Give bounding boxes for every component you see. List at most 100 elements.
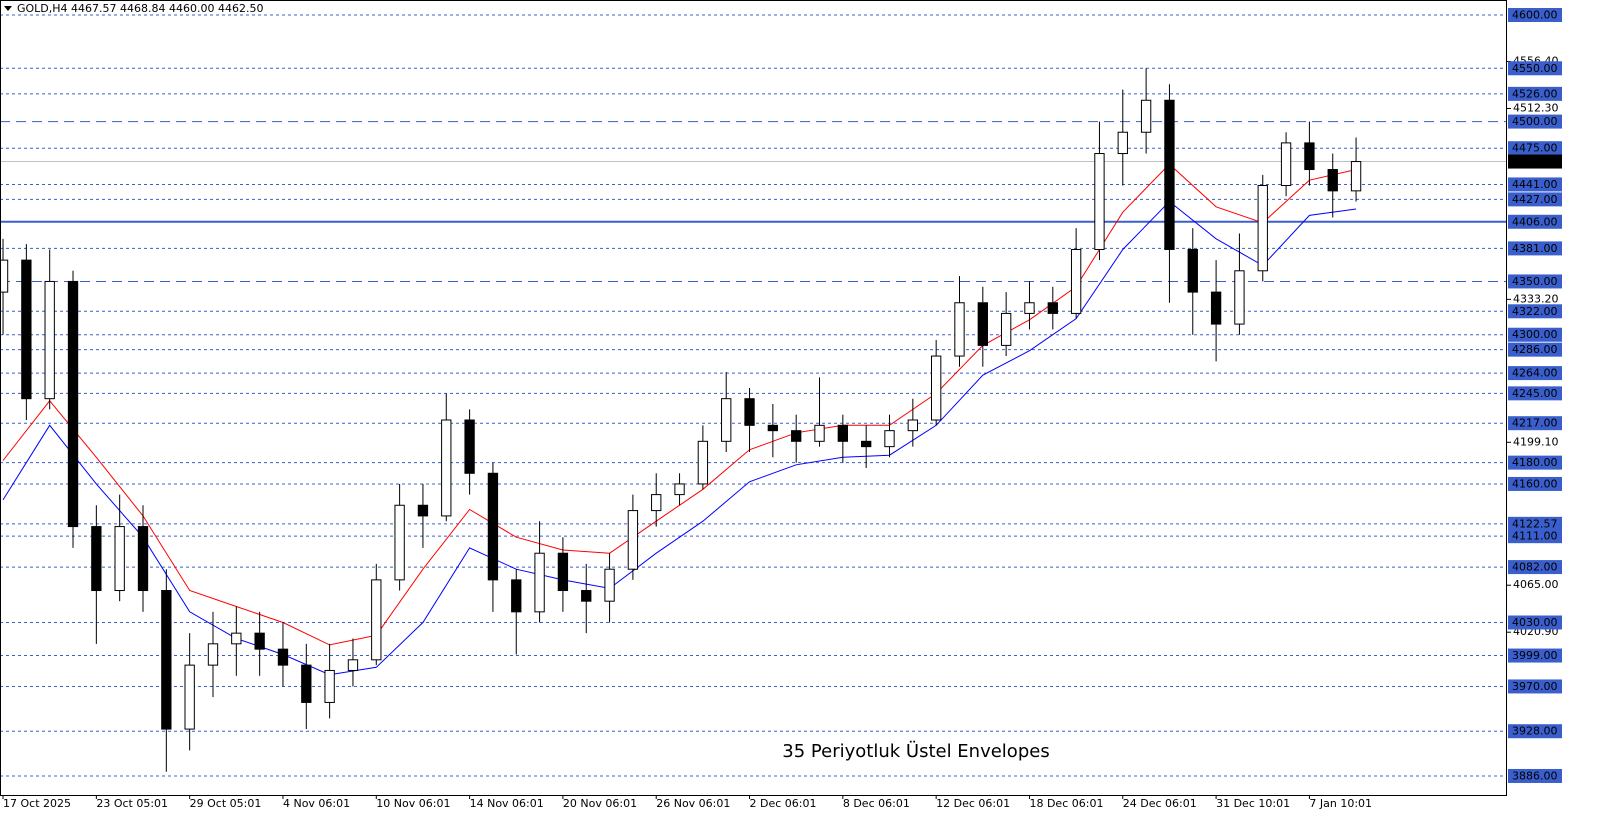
level-label: 4111.00 — [1512, 530, 1558, 543]
candle-body — [1000, 312, 1012, 346]
candle-body — [277, 648, 289, 666]
candle-body — [207, 643, 219, 666]
x-tick-label: 7 Jan 10:01 — [1309, 797, 1372, 810]
candle-body — [837, 424, 849, 442]
candle-body — [534, 552, 545, 613]
candle-body — [324, 669, 335, 703]
chart-title: GOLD,H4 4467.57 4468.84 4460.00 4462.50 — [17, 2, 264, 15]
level-label: 4427.00 — [1512, 193, 1558, 206]
candle-body — [371, 579, 382, 661]
level-label-box — [1508, 177, 1562, 192]
menu-triangle[interactable] — [4, 6, 12, 11]
y-tick-label: 4065.00 — [1513, 578, 1559, 591]
candle-body — [767, 424, 779, 432]
level-label-box — [1508, 327, 1562, 342]
candle-body — [1140, 99, 1152, 133]
level-label: 3886.00 — [1512, 769, 1558, 782]
level-label: 4160.00 — [1512, 477, 1558, 490]
level-label-box — [1508, 648, 1562, 663]
x-tick-label: 12 Dec 06:01 — [936, 797, 1010, 810]
level-label: 4082.00 — [1512, 561, 1558, 574]
candle-body — [674, 483, 685, 496]
level-label: 4245.00 — [1512, 387, 1558, 400]
x-tick-label: 4 Nov 06:01 — [283, 797, 350, 810]
candle-body — [1024, 302, 1035, 314]
level-label-box — [1508, 516, 1562, 531]
candle-body — [581, 590, 592, 602]
level-label: 4441.00 — [1512, 178, 1558, 191]
candle-body — [1234, 270, 1245, 325]
candle-body — [347, 659, 359, 671]
level-label-box — [1508, 679, 1562, 694]
level-label-box — [1508, 455, 1562, 470]
candle-body — [0, 259, 9, 293]
candle-body — [67, 280, 79, 528]
candle-body — [884, 430, 895, 448]
level-label: 4300.00 — [1512, 328, 1558, 341]
y-tick-label: 4333.20 — [1513, 292, 1559, 305]
level-label-box — [1508, 241, 1562, 256]
candle-body — [1304, 142, 1315, 171]
x-tick-label: 24 Dec 06:01 — [1123, 797, 1197, 810]
x-tick-label: 14 Nov 06:01 — [470, 797, 544, 810]
level-label: 4406.00 — [1512, 215, 1558, 228]
annotation: 35 Periyotluk Üstel Envelopes — [782, 740, 1049, 762]
x-tick-label: 17 Oct 2025 — [3, 797, 71, 810]
candle-body — [977, 302, 988, 346]
candle-body — [604, 568, 615, 602]
candle-body — [954, 302, 965, 357]
level-label: 4286.00 — [1512, 343, 1558, 356]
level-label-box — [1508, 86, 1562, 101]
level-label-box — [1508, 768, 1562, 783]
level-label: 4264.00 — [1512, 367, 1558, 380]
candle-body — [861, 440, 872, 448]
candle-body — [1117, 131, 1128, 155]
x-tick-label: 20 Nov 06:01 — [563, 797, 637, 810]
level-label: 4475.00 — [1512, 142, 1558, 155]
last-price-label: 4462.50 — [1512, 155, 1558, 168]
x-tick-label: 26 Nov 06:01 — [656, 797, 730, 810]
candle-body — [721, 398, 732, 442]
candle-body — [1094, 153, 1105, 250]
candle-body — [441, 419, 452, 517]
candle-body — [1070, 248, 1082, 314]
candle-body — [137, 526, 149, 592]
plot-frame — [0, 0, 1507, 796]
candle-body — [907, 419, 918, 432]
candle-body — [1210, 291, 1222, 325]
candle-body — [651, 494, 662, 512]
candle-body — [301, 664, 312, 703]
candle-body — [1187, 248, 1198, 293]
candle-body — [231, 632, 242, 645]
candle-body — [1280, 142, 1292, 187]
level-label: 4600.00 — [1512, 8, 1558, 21]
level-label-box — [1508, 529, 1562, 544]
level-label-box — [1508, 416, 1562, 431]
candle-body — [930, 355, 942, 421]
candle-body — [1257, 185, 1268, 272]
x-tick-label: 2 Dec 06:01 — [750, 797, 817, 810]
candle-body — [697, 440, 709, 485]
candle-body — [91, 526, 102, 592]
level-label-box — [1508, 476, 1562, 491]
candle-body — [627, 510, 639, 570]
price-axis: 4556.404512.304333.204199.104065.004020.… — [2, 7, 1562, 810]
level-label-box — [1508, 141, 1562, 156]
level-label: 4381.00 — [1512, 242, 1558, 255]
level-label-box — [1508, 214, 1562, 229]
level-label: 4350.00 — [1512, 275, 1558, 288]
level-label: 4322.00 — [1512, 305, 1558, 318]
y-tick-label: 4199.10 — [1513, 435, 1559, 448]
candle-body — [1047, 302, 1058, 314]
last-price-box — [1508, 154, 1562, 169]
candle-body — [464, 419, 475, 474]
candle-body — [161, 590, 172, 730]
level-label-box — [1508, 560, 1562, 575]
candle-body — [557, 552, 569, 592]
candle-body — [21, 259, 32, 400]
candle-body — [1327, 169, 1338, 192]
level-label-box — [1508, 366, 1562, 381]
